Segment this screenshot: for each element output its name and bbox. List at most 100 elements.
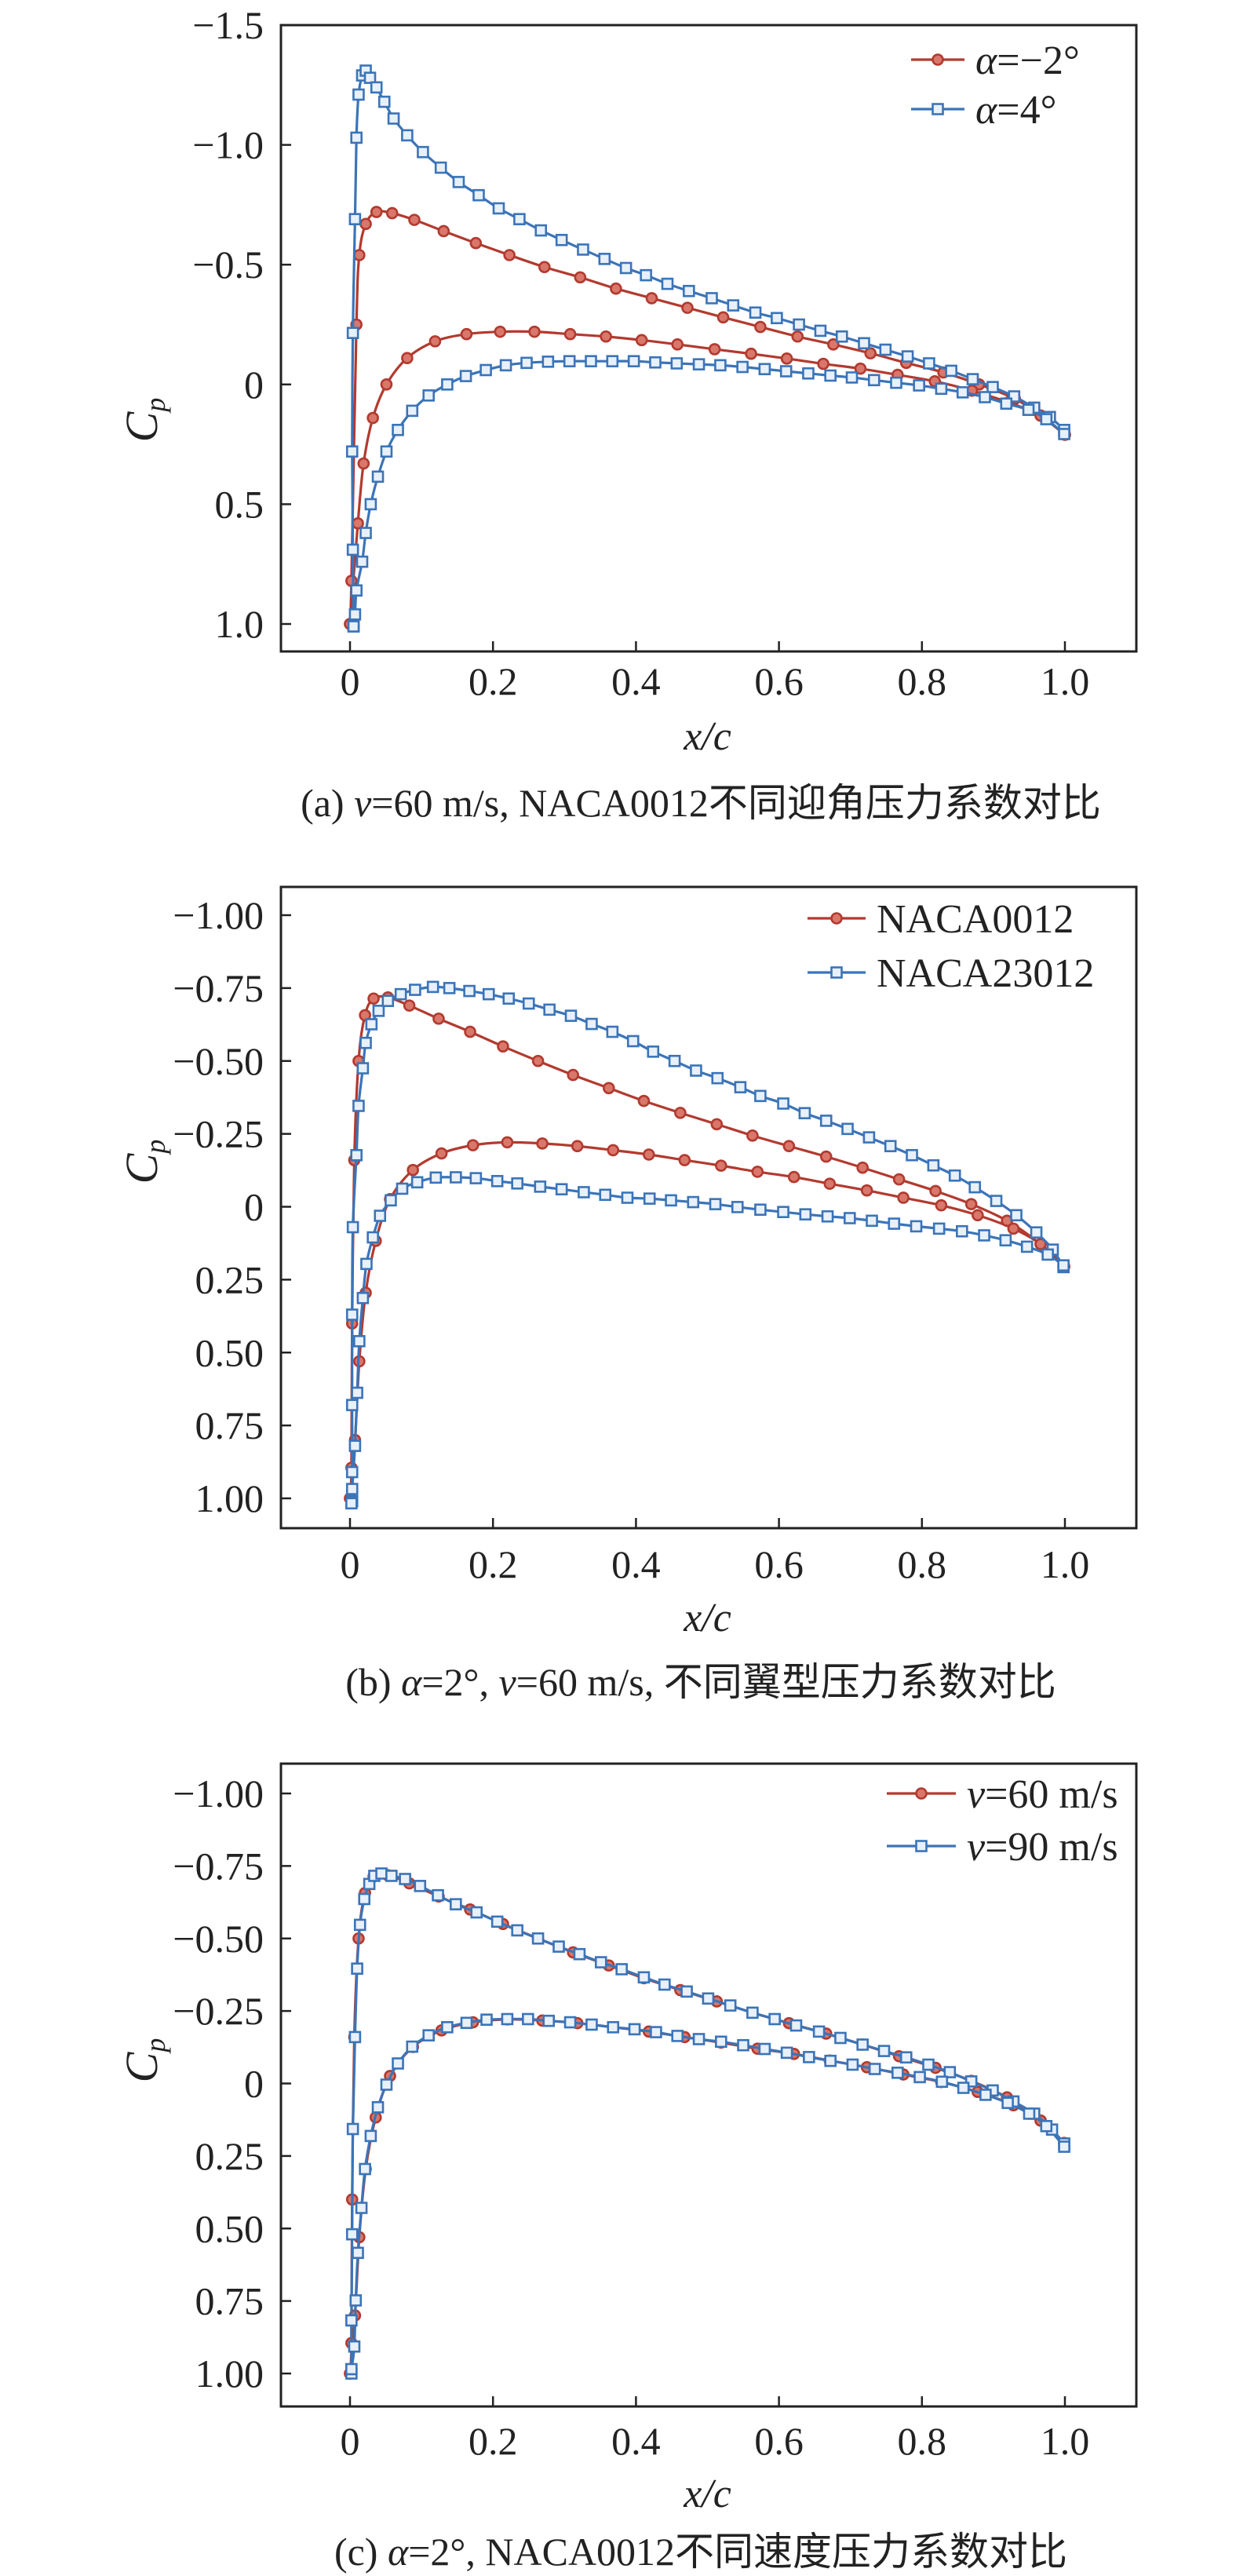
data-point-lower	[460, 2016, 473, 2030]
data-point-upper	[432, 1888, 444, 1902]
data-point-lower	[777, 1206, 789, 1218]
data-point-upper	[640, 268, 652, 282]
legend-marker	[915, 1787, 928, 1800]
data-point-upper	[346, 2122, 359, 2136]
data-point-lower	[758, 2042, 771, 2056]
data-point-lower	[345, 1483, 359, 1495]
data-point-upper	[619, 261, 633, 275]
data-point-upper	[464, 1025, 476, 1038]
data-point-upper	[363, 71, 377, 84]
data-point-lower	[364, 498, 377, 511]
data-point-lower	[799, 1208, 812, 1220]
data-point-upper	[1010, 1209, 1023, 1222]
x-tick-label: 0	[341, 1542, 360, 1586]
data-point-lower	[978, 1229, 990, 1242]
data-point-upper	[879, 343, 892, 356]
data-point-lower	[607, 1144, 620, 1157]
series-1	[345, 980, 1070, 1510]
data-point-lower	[910, 1220, 923, 1233]
x-tick-label: 1.0	[1041, 659, 1090, 703]
data-point-lower	[671, 2030, 684, 2042]
data-point-lower	[541, 356, 555, 368]
x-tick-label: 0.6	[754, 1542, 804, 1586]
data-point-lower	[490, 1175, 504, 1188]
legend-label: α=4°	[975, 88, 1056, 133]
figure-caption: (a) v=60 m/s, NACA0012不同迎角压力系数对比	[301, 781, 1101, 825]
data-point-upper	[450, 1898, 462, 1910]
data-point-upper	[668, 1054, 681, 1067]
data-point-upper	[577, 243, 589, 256]
data-point-lower	[737, 2038, 749, 2052]
data-point-lower	[972, 1209, 984, 1222]
data-point-lower	[715, 2035, 727, 2049]
y-tick-label: −0.50	[173, 1039, 264, 1083]
x-axis-label: x/c	[683, 1596, 731, 1640]
legend-marker	[932, 53, 944, 66]
data-point-lower	[563, 2016, 577, 2029]
data-point-upper	[443, 982, 456, 994]
data-point-lower	[359, 527, 372, 539]
data-point-upper	[884, 1140, 897, 1153]
data-point-lower	[867, 374, 881, 387]
data-point-upper	[606, 1025, 619, 1038]
data-point-upper	[598, 253, 611, 265]
data-point-lower	[780, 352, 793, 365]
chart-panel-a: 0 0.2 0.4 0.6 0.8 1.0 −1.5 −1.0 −0.5 0 0.5 1.0 x/c Cp…	[116, 3, 1138, 825]
data-point-upper	[387, 112, 400, 125]
data-point-upper	[706, 292, 718, 305]
data-point-upper	[793, 318, 805, 331]
x-tick-label: 0.2	[469, 659, 518, 703]
y-tick-label: −0.25	[173, 1112, 264, 1156]
data-point-lower	[868, 2063, 881, 2075]
data-point-upper	[359, 1036, 372, 1049]
data-point-lower	[731, 1201, 744, 1213]
data-point-upper	[834, 2031, 847, 2045]
data-point-lower	[665, 1194, 677, 1207]
data-point-upper	[492, 202, 505, 215]
y-tick-label: 1.0	[215, 602, 264, 646]
data-point-upper	[771, 312, 783, 325]
data-point-upper	[345, 1399, 359, 1411]
data-point-lower	[846, 2058, 859, 2071]
data-point-upper	[348, 2031, 362, 2044]
data-point-upper	[502, 992, 516, 1005]
data-point-upper	[927, 1158, 940, 1172]
data-point-lower	[571, 1140, 584, 1153]
data-point-upper	[856, 2038, 869, 2051]
series-line-lower	[350, 2017, 1066, 2370]
data-point-lower	[511, 1177, 523, 1190]
data-point-lower	[823, 1177, 837, 1190]
figure-caption: (b) α=2°, v=60 m/s, 不同翼型压力系数对比	[345, 1660, 1056, 1704]
data-point-upper	[585, 1017, 598, 1031]
data-point-lower	[422, 2029, 436, 2041]
x-axis-label: x/c	[683, 2472, 731, 2516]
data-point-lower	[499, 359, 512, 372]
series-0	[344, 991, 1070, 1505]
data-point-lower	[1041, 1248, 1054, 1261]
data-point-lower	[501, 1136, 514, 1149]
data-point-upper	[573, 1947, 586, 1961]
data-point-lower	[621, 1191, 634, 1204]
x-tick-label: 0.6	[754, 659, 804, 703]
x-tick-label: 0	[341, 659, 360, 703]
data-point-lower	[348, 2340, 361, 2353]
data-point-lower	[563, 327, 577, 341]
data-point-lower	[380, 445, 393, 458]
data-point-lower	[956, 386, 969, 399]
y-tick-label: −0.75	[173, 1844, 264, 1888]
data-point-upper	[345, 1308, 359, 1321]
data-point-upper	[862, 1131, 876, 1144]
data-point-upper	[856, 1161, 869, 1174]
data-point-upper	[531, 1932, 545, 1945]
data-point-upper	[346, 543, 359, 556]
data-point-upper	[892, 1173, 906, 1186]
y-tick-label: −1.00	[173, 1771, 264, 1815]
data-point-lower	[1058, 428, 1070, 440]
data-point-lower	[715, 1159, 727, 1172]
series-line-upper	[348, 1873, 1066, 2374]
legend-marker	[932, 103, 944, 115]
series-1	[345, 1867, 1070, 2380]
data-point-lower	[913, 379, 925, 392]
data-point-lower	[351, 1386, 363, 1399]
data-point-upper	[432, 1013, 445, 1025]
